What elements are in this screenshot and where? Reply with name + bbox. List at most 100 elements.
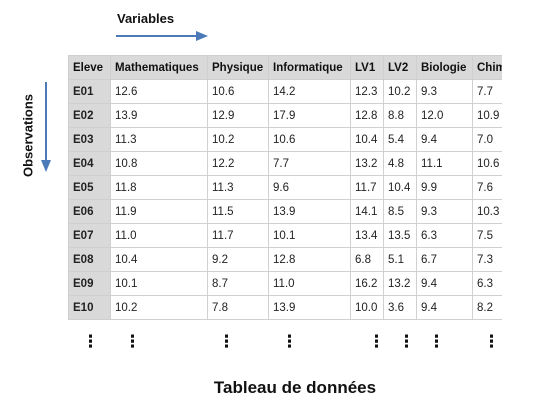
table-cell: 10.1 (111, 272, 208, 296)
row-header: E06 (69, 200, 111, 224)
table-cell: 7.0 (473, 128, 503, 152)
table-cell: 3.6 (384, 296, 417, 320)
table-cell: 11.0 (111, 224, 208, 248)
table-cell: 10.3 (473, 200, 503, 224)
table-cell: 10.4 (351, 128, 384, 152)
table-cell: 7.8 (208, 296, 269, 320)
column-header: LV1 (351, 56, 384, 80)
table-cell: 8.5 (384, 200, 417, 224)
table-cell: 10.2 (384, 80, 417, 104)
vertical-ellipsis: ⋮ (82, 332, 99, 352)
table-cell: 11.8 (111, 176, 208, 200)
table-cell: 10.6 (208, 80, 269, 104)
row-header: E03 (69, 128, 111, 152)
table-cell: 6.8 (351, 248, 384, 272)
table-cell: 5.4 (384, 128, 417, 152)
table-row: E03 11.3 10.2 10.6 10.4 5.4 9.4 7.0 (69, 128, 503, 152)
table-cell: 11.7 (208, 224, 269, 248)
column-header: Eleve (69, 56, 111, 80)
table-cell: 10.4 (111, 248, 208, 272)
table-row: E01 12.6 10.6 14.2 12.3 10.2 9.3 7.7 (69, 80, 503, 104)
table-cell: 12.8 (269, 248, 351, 272)
vertical-ellipsis: ⋮ (483, 332, 500, 352)
table-cell: 12.2 (208, 152, 269, 176)
variables-arrow-icon (116, 28, 212, 44)
observations-label: Observations (21, 81, 36, 191)
table-cell: 14.2 (269, 80, 351, 104)
observations-arrow-icon (38, 82, 54, 174)
row-header: E02 (69, 104, 111, 128)
table-cell: 16.2 (351, 272, 384, 296)
table-cell: 10.2 (111, 296, 208, 320)
table-row: E04 10.8 12.2 7.7 13.2 4.8 11.1 10.6 (69, 152, 503, 176)
table-cell: 9.3 (417, 200, 473, 224)
table-header-row: Eleve Mathematiques Physique Informatiqu… (69, 56, 503, 80)
row-header: E07 (69, 224, 111, 248)
table-cell: 11.9 (111, 200, 208, 224)
table-cell: 12.0 (417, 104, 473, 128)
column-header: LV2 (384, 56, 417, 80)
table-cell: 13.4 (351, 224, 384, 248)
row-header: E10 (69, 296, 111, 320)
table-cell: 13.2 (384, 272, 417, 296)
table-cell: 8.8 (384, 104, 417, 128)
table-row: E07 11.0 11.7 10.1 13.4 13.5 6.3 7.5 (69, 224, 503, 248)
table-row: E09 10.1 8.7 11.0 16.2 13.2 9.4 6.3 (69, 272, 503, 296)
column-header: Chimie (473, 56, 503, 80)
table-cell: 13.9 (269, 200, 351, 224)
table-cell: 11.3 (208, 176, 269, 200)
table-cell: 8.7 (208, 272, 269, 296)
table-cell: 10.9 (473, 104, 503, 128)
row-header: E08 (69, 248, 111, 272)
table-cell: 17.9 (269, 104, 351, 128)
table-cell: 9.4 (417, 296, 473, 320)
table-row: E05 11.8 11.3 9.6 11.7 10.4 9.9 7.6 (69, 176, 503, 200)
table-cell: 7.7 (269, 152, 351, 176)
table-cell: 11.3 (111, 128, 208, 152)
vertical-ellipsis: ⋮ (281, 332, 298, 352)
table-cell: 7.3 (473, 248, 503, 272)
column-header: Physique (208, 56, 269, 80)
row-header: E09 (69, 272, 111, 296)
table-cell: 13.5 (384, 224, 417, 248)
table-cell: 11.5 (208, 200, 269, 224)
row-header: E01 (69, 80, 111, 104)
table-cell: 6.3 (417, 224, 473, 248)
table-row: E02 13.9 12.9 17.9 12.8 8.8 12.0 10.9 (69, 104, 503, 128)
table-cell: 13.9 (269, 296, 351, 320)
vertical-ellipsis: ⋮ (428, 332, 445, 352)
table-cell: 9.3 (417, 80, 473, 104)
table-caption: Tableau de données (0, 378, 545, 398)
table-cell: 12.3 (351, 80, 384, 104)
vertical-ellipsis: ⋮ (218, 332, 235, 352)
row-header: E05 (69, 176, 111, 200)
row-header: E04 (69, 152, 111, 176)
column-header: Informatique (269, 56, 351, 80)
table-row: E10 10.2 7.8 13.9 10.0 3.6 9.4 8.2 (69, 296, 503, 320)
data-table: Eleve Mathematiques Physique Informatiqu… (68, 55, 502, 320)
table-cell: 11.1 (417, 152, 473, 176)
table-cell: 13.9 (111, 104, 208, 128)
vertical-ellipsis: ⋮ (124, 332, 141, 352)
table-cell: 9.4 (417, 272, 473, 296)
table-cell: 9.6 (269, 176, 351, 200)
table-cell: 10.6 (473, 152, 503, 176)
continuation-ellipsis-row: ⋮ ⋮ ⋮ ⋮ ⋮ ⋮ ⋮ ⋮ (68, 332, 502, 356)
table-cell: 10.0 (351, 296, 384, 320)
table-cell: 5.1 (384, 248, 417, 272)
table-cell: 9.2 (208, 248, 269, 272)
table-cell: 14.1 (351, 200, 384, 224)
table-cell: 10.2 (208, 128, 269, 152)
table-cell: 12.9 (208, 104, 269, 128)
column-header: Biologie (417, 56, 473, 80)
table-cell: 11.7 (351, 176, 384, 200)
variables-label: Variables (117, 11, 174, 26)
table-cell: 4.8 (384, 152, 417, 176)
table-row: E06 11.9 11.5 13.9 14.1 8.5 9.3 10.3 (69, 200, 503, 224)
data-table-container: Eleve Mathematiques Physique Informatiqu… (68, 55, 502, 321)
table-cell: 11.0 (269, 272, 351, 296)
column-header: Mathematiques (111, 56, 208, 80)
table-cell: 10.8 (111, 152, 208, 176)
table-cell: 12.6 (111, 80, 208, 104)
vertical-ellipsis: ⋮ (368, 332, 385, 352)
